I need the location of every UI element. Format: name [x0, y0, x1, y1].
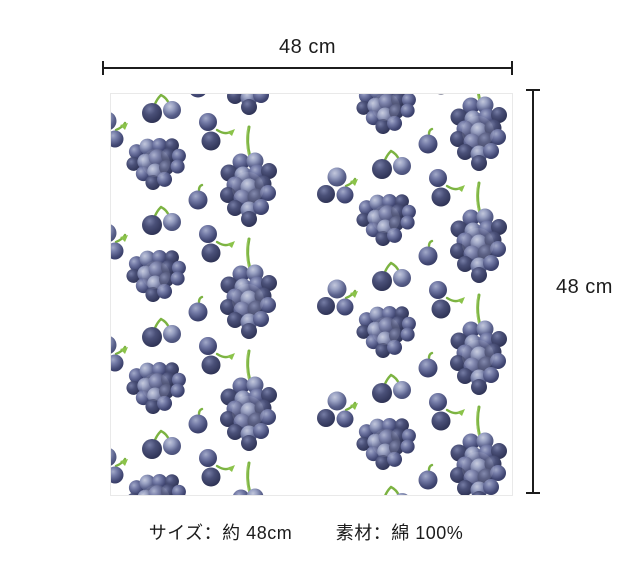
width-dimension-line	[102, 61, 513, 75]
grape-pattern-image	[111, 94, 512, 495]
height-dimension-tick-top	[526, 89, 540, 91]
caption-material-text: 素材：綿 100%	[335, 523, 464, 543]
height-dimension-line	[526, 89, 540, 494]
width-dimension-tick-left	[102, 61, 104, 75]
fabric-swatch	[110, 93, 513, 496]
height-dimension-label: 48 cm	[556, 276, 613, 298]
caption-size-text: サイズ：約 48cm	[148, 523, 293, 543]
width-dimension-tick-right	[511, 61, 513, 75]
caption: サイズ：約 48cm 素材：綿 100%	[0, 519, 612, 545]
width-dimension-label: 48 cm	[279, 36, 336, 58]
height-dimension-tick-bottom	[526, 492, 540, 494]
